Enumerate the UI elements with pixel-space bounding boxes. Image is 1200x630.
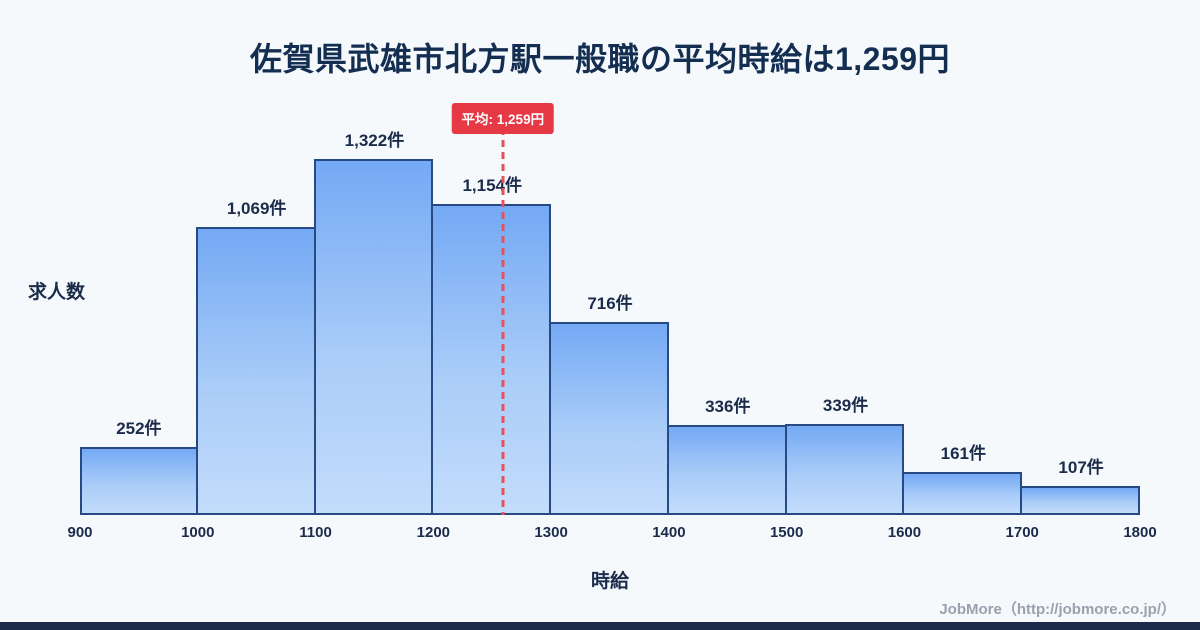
x-axis-ticks: 900 1000 1100 1200 1300 1400 1500 1600 1700 1800 (67, 524, 1156, 546)
x-axis-tick-label: 1200 (416, 524, 451, 541)
bar-value-label: 1,069件 (226, 199, 287, 218)
average-line (501, 128, 505, 515)
histogram-bar (1020, 486, 1140, 515)
histogram-bar (80, 447, 198, 515)
histogram-bar (902, 472, 1023, 515)
bottom-accent-bar (0, 622, 1200, 630)
histogram-bar (313, 159, 434, 515)
x-axis-tick-label: 1400 (652, 524, 686, 541)
bar-value-label: 161件 (940, 444, 987, 463)
average-badge: 平均: 1,259円 (451, 103, 555, 134)
bar-value-label: 1,154件 (462, 176, 522, 195)
plot-area: 252件 1,069件 1,322件 1,154件 716件 336件 339件 161件 10… (80, 131, 1140, 515)
bar-value-label: 107件 (1058, 458, 1104, 477)
bar-value-label: 339件 (822, 396, 869, 415)
x-axis-title: 時給 (590, 571, 629, 592)
x-axis-tick-label: 1600 (887, 524, 922, 541)
bar-value-label: 252件 (116, 419, 162, 438)
x-axis-tick-label: 1500 (769, 524, 804, 541)
x-axis-tick-label: 900 (67, 524, 93, 541)
histogram-bar (195, 227, 316, 515)
page-title: 佐賀県武雄市北方駅一般職の平均時給は1,259円 (249, 41, 951, 77)
histogram-bar (549, 322, 669, 515)
bar-value-label: 336件 (705, 397, 751, 416)
footer-credit: JobMore（http://jobmore.co.jp/） (939, 601, 1176, 618)
bar-value-label: 1,322件 (344, 131, 405, 150)
x-axis-tick-label: 1100 (299, 524, 332, 541)
x-axis-tick-label: 1700 (1005, 524, 1039, 541)
x-axis-tick-label: 1000 (181, 524, 215, 541)
x-axis-tick-label: 1300 (534, 524, 568, 541)
histogram-bar (431, 204, 552, 515)
y-axis-title: 求人数 (28, 282, 86, 303)
histogram-bar (784, 424, 905, 515)
histogram-bar (666, 425, 787, 515)
x-axis-tick-label: 1800 (1123, 524, 1157, 541)
bar-value-label: 716件 (587, 294, 633, 313)
